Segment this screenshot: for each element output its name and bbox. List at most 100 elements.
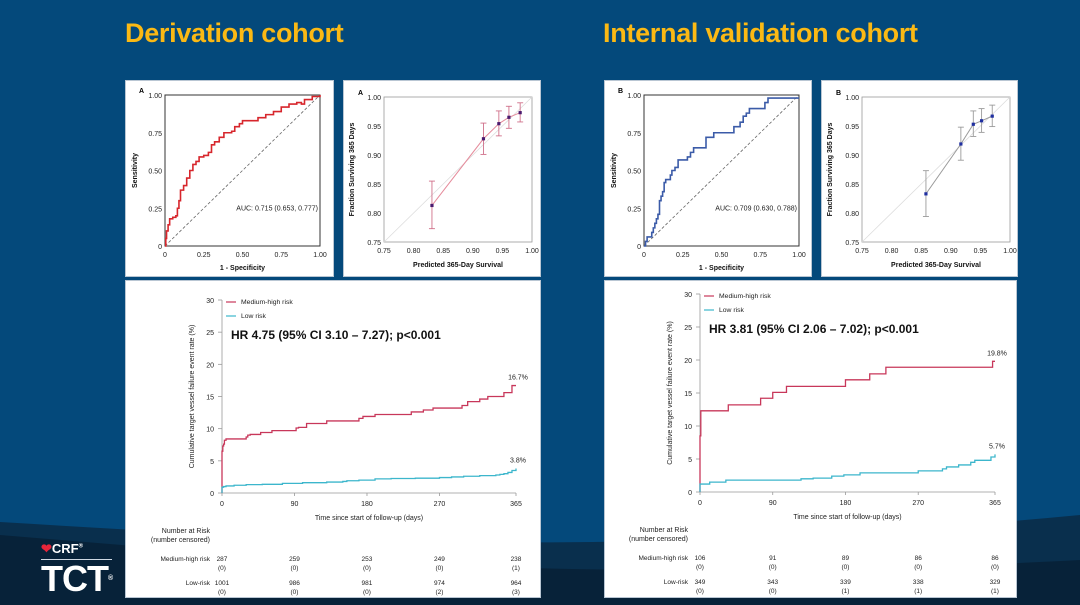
risk-censored: (0) <box>291 565 299 572</box>
x-tick-label: 0.75 <box>855 248 869 255</box>
y-tick-label: 0.95 <box>367 124 381 131</box>
data-point <box>430 203 434 208</box>
km-curve-low <box>699 454 996 492</box>
end-value-label: 3.8% <box>510 458 526 465</box>
y-tick-label: 0 <box>210 491 214 498</box>
x-tick-label: 0.95 <box>496 248 510 255</box>
risk-censored: (1) <box>512 565 520 572</box>
data-point <box>497 122 501 126</box>
x-tick-label: 0.50 <box>236 252 250 259</box>
y-tick-label: 15 <box>206 395 214 402</box>
x-tick-label: 0.90 <box>466 248 480 255</box>
risk-censored: (0) <box>218 589 226 596</box>
x-tick-label: 365 <box>510 501 522 508</box>
x-axis-label: 1 - Specificity <box>220 265 265 272</box>
risk-count: 339 <box>840 579 851 586</box>
calibration-line <box>431 112 521 206</box>
risk-row-label: Medium-high risk <box>161 556 211 563</box>
x-tick-label: 365 <box>989 500 1001 507</box>
risk-count: 238 <box>511 556 522 563</box>
y-tick-label: 0.50 <box>627 169 641 176</box>
x-tick-label: 0 <box>220 501 224 508</box>
roc-validation-panel: B 0 0.25 0.50 0.75 1.00 0 0.25 0.50 0.75 1.00 1 - S… <box>604 80 812 277</box>
x-tick-label: 0.90 <box>944 248 958 255</box>
y-axis-label: Fraction Surviving 365 Days <box>827 123 834 217</box>
risk-row-label: Medium-high risk <box>639 555 689 562</box>
validation-cohort-title: Internal validation cohort <box>603 18 918 48</box>
risk-censored: (0) <box>218 565 226 572</box>
y-tick-label: 30 <box>684 292 692 299</box>
x-tick-label: 0 <box>163 252 167 259</box>
x-tick-label: 180 <box>840 500 852 507</box>
risk-count: 91 <box>769 555 777 562</box>
risk-censored: (1) <box>914 588 922 595</box>
y-tick-label: 25 <box>206 330 214 337</box>
risk-count: 253 <box>362 556 373 563</box>
y-axis-label: Sensitivity <box>611 153 618 188</box>
legend-label-medium-high: Medium-high risk <box>719 293 771 300</box>
data-point <box>971 122 975 126</box>
risk-censored: (0) <box>991 564 999 571</box>
x-tick-label: 0.85 <box>436 248 450 255</box>
reference-diagonal <box>861 96 1011 243</box>
y-tick-label: 0.85 <box>845 182 859 189</box>
y-tick-label: 20 <box>206 362 214 369</box>
x-tick-label: 0.75 <box>753 252 767 259</box>
risk-count: 86 <box>991 555 999 562</box>
km-curve-low <box>221 468 517 493</box>
y-tick-label: 0.80 <box>845 211 859 218</box>
roc-curve <box>644 97 799 247</box>
end-value-label: 5.7% <box>989 443 1005 450</box>
y-tick-label: 0.25 <box>627 206 641 213</box>
y-tick-label: 0.75 <box>148 131 162 138</box>
risk-censored: (3) <box>512 589 520 596</box>
calibration-line <box>925 115 993 195</box>
calib-derivation-chart: A 0.75 0.80 0.85 0.90 0.95 1.00 0.75 0.80 0.85 0.9… <box>349 90 539 269</box>
km-derivation-chart: 0 5 10 15 20 25 30 0 90 180 270 365 Time since start… <box>151 298 528 596</box>
reference-diagonal <box>643 94 800 247</box>
plot-frame <box>861 96 1011 243</box>
derivation-cohort-title: Derivation cohort <box>125 18 344 48</box>
y-tick-label: 0.90 <box>845 153 859 160</box>
x-axis-label: Predicted 365-Day Survival <box>891 262 981 269</box>
data-point <box>507 115 511 119</box>
heart-icon: ❤ <box>41 541 52 556</box>
risk-count: 1001 <box>215 580 230 587</box>
registered-mark: ® <box>78 543 84 550</box>
x-axis-label: 1 - Specificity <box>699 265 744 272</box>
risk-table-subheader: (number censored) <box>629 536 688 543</box>
calib-validation-chart: B 0.75 0.80 0.85 0.90 0.95 1.00 0.75 0.80 0.85 0.9… <box>827 90 1017 269</box>
plot-frame <box>643 94 800 247</box>
risk-censored: (1) <box>842 588 850 595</box>
risk-censored: (0) <box>291 589 299 596</box>
km-validation-chart: 0 5 10 15 20 25 30 0 90 180 270 365 Time since start… <box>629 292 1007 595</box>
plot-frame <box>164 94 321 247</box>
km-derivation-panel: 0 5 10 15 20 25 30 0 90 180 270 365 Time since start… <box>125 280 541 598</box>
y-tick-label: 0.85 <box>367 182 381 189</box>
risk-count: 259 <box>289 556 300 563</box>
reference-diagonal <box>383 96 533 243</box>
x-tick-label: 1.00 <box>525 248 539 255</box>
risk-row-label: Low-risk <box>186 580 211 587</box>
risk-censored: (0) <box>696 588 704 595</box>
x-tick-label: 0.95 <box>974 248 988 255</box>
x-tick-label: 1.00 <box>792 252 806 259</box>
risk-count: 287 <box>217 556 228 563</box>
x-tick-label: 1.00 <box>1003 248 1017 255</box>
x-tick-label: 0.80 <box>407 248 421 255</box>
roc-validation-chart: B 0 0.25 0.50 0.75 1.00 0 0.25 0.50 0.75 1.00 1 - S… <box>611 88 806 272</box>
data-point <box>481 137 486 141</box>
y-tick-label: 0.50 <box>148 169 162 176</box>
y-tick-label: 1.00 <box>845 95 859 102</box>
risk-table-subheader: (number censored) <box>151 537 210 544</box>
panel-label: A <box>358 90 363 97</box>
x-tick-label: 0.80 <box>885 248 899 255</box>
risk-censored: (0) <box>914 564 922 571</box>
risk-count: 89 <box>842 555 850 562</box>
x-tick-label: 90 <box>769 500 777 507</box>
risk-censored: (0) <box>363 589 371 596</box>
x-tick-label: 270 <box>912 500 924 507</box>
data-point <box>959 142 963 146</box>
risk-count: 981 <box>362 580 373 587</box>
tct-brand: TCT® <box>41 559 113 598</box>
